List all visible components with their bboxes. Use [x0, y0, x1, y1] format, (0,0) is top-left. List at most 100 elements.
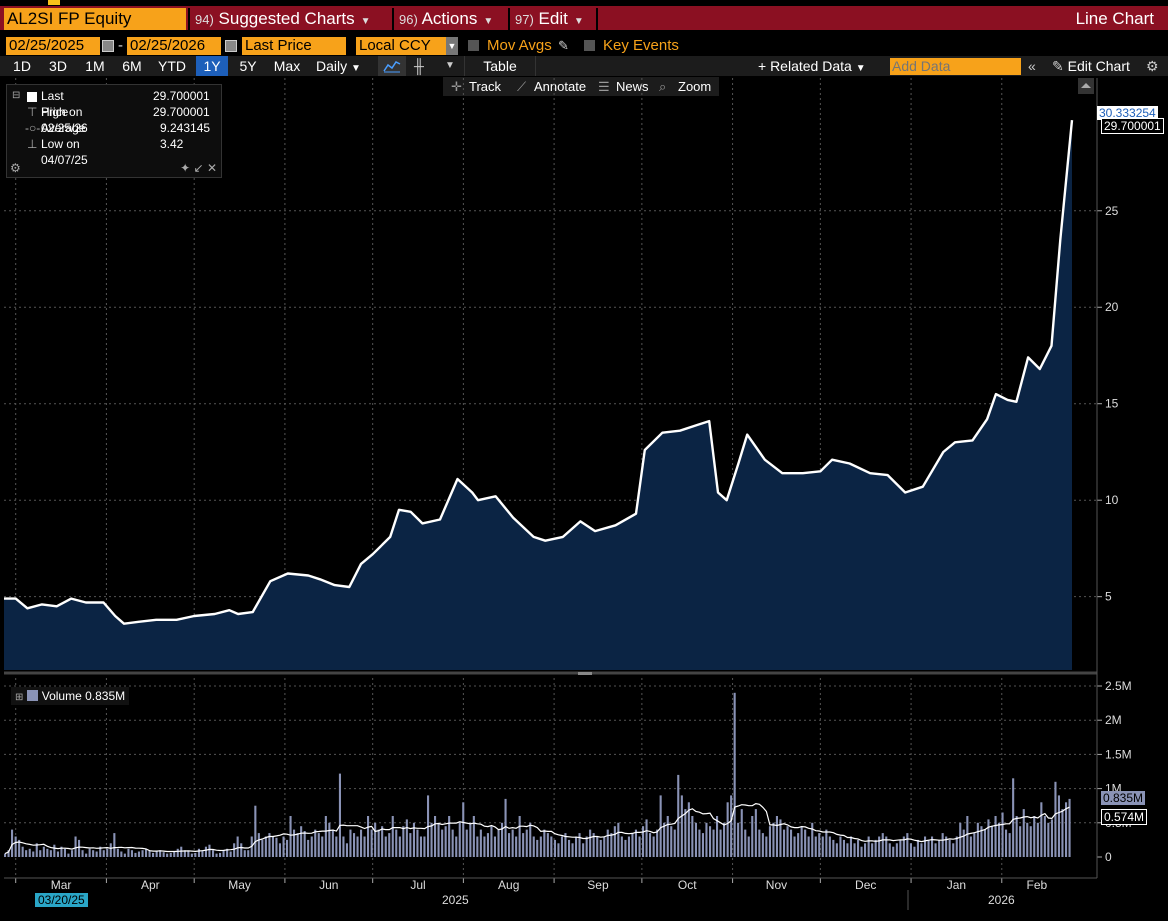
start-date-field[interactable]: 02/25/2025: [6, 37, 100, 55]
period-1d[interactable]: 1D: [13, 58, 31, 74]
legend-label: Last Price: [41, 89, 69, 119]
volume-bar: [405, 819, 408, 857]
collapse-icon[interactable]: ⊟: [12, 90, 21, 101]
volume-bar: [772, 822, 775, 857]
volume-bar: [92, 850, 95, 857]
top-strip-marker: [48, 0, 60, 5]
volume-bar: [152, 852, 155, 857]
minimize-icon[interactable]: ↙: [193, 161, 204, 175]
period-5y[interactable]: 5Y: [239, 58, 257, 74]
volume-bar: [691, 816, 694, 857]
settings-icon[interactable]: ⚙: [1146, 58, 1159, 74]
collapse-icon[interactable]: «: [1028, 58, 1036, 74]
volume-bar: [257, 833, 260, 857]
volume-bar: [99, 846, 102, 857]
volume-bar: [28, 848, 31, 857]
volume-bar: [102, 850, 105, 857]
news-tool[interactable]: News: [616, 79, 649, 94]
volume-bar: [384, 836, 387, 857]
volume-bar: [243, 850, 246, 857]
volume-bar: [419, 836, 422, 857]
period-max[interactable]: Max: [273, 58, 301, 74]
volume-bar: [42, 846, 45, 857]
crosshair-icon[interactable]: ✛: [451, 79, 462, 94]
volume-bar: [976, 822, 979, 857]
key-events-checkbox[interactable]: [584, 40, 595, 51]
chevron-down-icon[interactable]: ▼: [446, 37, 458, 55]
zoom-icon[interactable]: ⌕: [659, 79, 667, 94]
period-3d[interactable]: 3D: [49, 58, 67, 74]
volume-legend[interactable]: ⊞ Volume 0.835M: [11, 687, 130, 705]
line-chart-icon[interactable]: [378, 56, 406, 76]
ticker-field[interactable]: AL2SI FP Equity: [4, 8, 186, 30]
volume-bar: [448, 816, 451, 857]
collapse-icon[interactable]: ⊞: [15, 692, 24, 703]
track-tool[interactable]: Track: [469, 79, 502, 94]
zoom-tool[interactable]: Zoom: [678, 79, 712, 94]
end-date-field[interactable]: 02/25/2026: [127, 37, 221, 55]
add-data-input[interactable]: [890, 58, 1021, 75]
volume-bar: [680, 795, 683, 857]
volume-bar: [434, 816, 437, 857]
pencil-icon[interactable]: ✎: [558, 38, 569, 53]
table-button[interactable]: Table: [464, 56, 536, 76]
key-events-label[interactable]: Key Events: [603, 37, 679, 54]
legend-swatch[interactable]: [27, 92, 37, 102]
close-icon[interactable]: ✕: [206, 161, 217, 175]
volume-bar: [758, 829, 761, 857]
period-6m[interactable]: 6M: [122, 58, 142, 74]
legend-box[interactable]: ⊟ Last Price 29.700001 ⊤ High on 02/25/2…: [6, 84, 222, 178]
currency-selector[interactable]: Local CCY: [356, 37, 446, 55]
volume-bar: [197, 848, 200, 857]
annotate-icon[interactable]: ⟋: [517, 79, 527, 94]
frequency-selector[interactable]: Daily ▼: [310, 56, 376, 76]
volume-bar: [363, 836, 366, 857]
news-icon[interactable]: ☰: [598, 79, 610, 94]
legend-value: 29.700001: [153, 89, 210, 103]
field-selector[interactable]: Last Price: [242, 37, 346, 55]
volume-bar: [162, 852, 165, 857]
chevron-down-icon[interactable]: ▼: [445, 60, 455, 71]
period-1m[interactable]: 1M: [85, 58, 105, 74]
avg-volume-label: 0.574M: [1101, 809, 1148, 825]
volume-bar: [342, 836, 345, 857]
edit-menu[interactable]: 97) Edit ▼: [510, 8, 584, 30]
volume-bar: [790, 829, 793, 857]
period-ytd[interactable]: YTD: [158, 58, 186, 74]
chevron-down-icon: ▼: [351, 63, 361, 74]
volume-bar: [768, 826, 771, 857]
volume-bar: [430, 822, 433, 857]
volume-bar: [694, 822, 697, 857]
legend-tools[interactable]: ✦ ↙ ✕: [180, 161, 217, 175]
related-data-button[interactable]: + Related Data ▼: [758, 56, 866, 76]
volume-bar: [994, 816, 997, 857]
mov-avgs-label[interactable]: Mov Avgs: [487, 37, 552, 54]
calendar-icon[interactable]: [225, 40, 237, 52]
gear-icon[interactable]: ⚙: [10, 161, 21, 175]
bar-chart-icon[interactable]: ╫: [414, 58, 424, 74]
month-label: Sep: [587, 878, 609, 892]
volume-bar: [21, 846, 24, 857]
chart-tools: ✛ Track ⟋ Annotate ☰ News ⌕ Zoom: [443, 77, 719, 96]
actions-menu[interactable]: 96) Actions ▼: [394, 8, 493, 30]
mov-avgs-checkbox[interactable]: [468, 40, 479, 51]
edit-chart-button[interactable]: ✎ Edit Chart: [1052, 56, 1130, 76]
volume-bar: [441, 829, 444, 857]
suggested-charts-menu[interactable]: 94) Suggested Charts ▼: [190, 8, 371, 30]
volume-bar: [775, 816, 778, 857]
annotate-tool[interactable]: Annotate: [534, 79, 587, 94]
pin-icon[interactable]: ✦: [180, 161, 191, 175]
volume-bar: [779, 819, 782, 857]
volume-bar: [638, 836, 641, 857]
calendar-icon[interactable]: [102, 40, 114, 52]
month-label: Oct: [678, 878, 697, 892]
volume-bar: [349, 829, 352, 857]
volume-bar: [1029, 826, 1032, 857]
volume-bar: [483, 836, 486, 857]
volume-bar: [821, 836, 824, 857]
legend-label: Average: [41, 121, 86, 135]
volume-bar: [240, 843, 243, 857]
period-1y[interactable]: 1Y: [196, 56, 228, 76]
volume-bar: [885, 836, 888, 857]
